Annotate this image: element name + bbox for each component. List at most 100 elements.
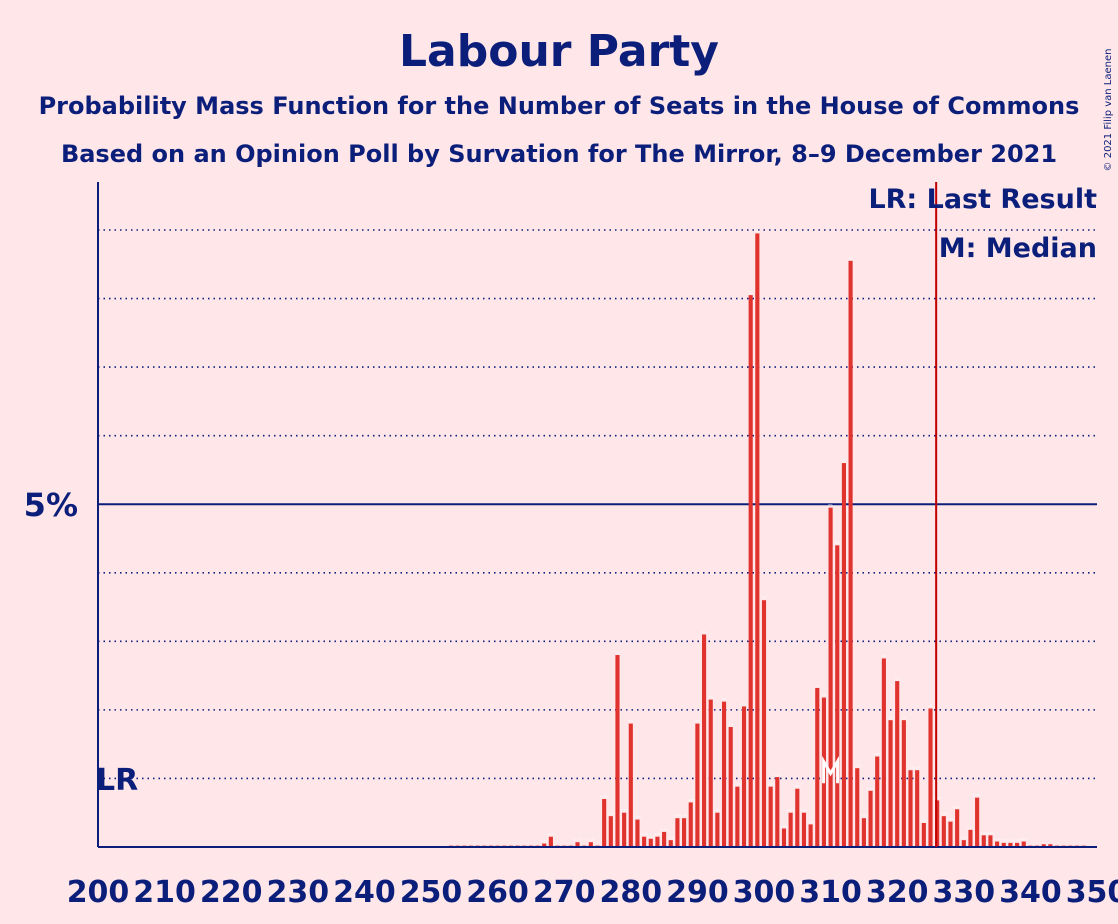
bar xyxy=(928,708,933,847)
data-label: 2% xyxy=(895,677,900,681)
x-tick-label: 220 xyxy=(200,875,263,910)
data-label: 0.3% xyxy=(807,820,815,824)
bar xyxy=(855,768,860,847)
data-label: 9% xyxy=(755,229,760,233)
data-label: 2% xyxy=(628,719,633,723)
data-label: 0.1% xyxy=(993,837,1001,841)
data-label: 0.7% xyxy=(600,795,608,799)
data-label: 0.4% xyxy=(860,814,868,818)
data-label: 0.7% xyxy=(973,793,981,797)
y-tick-label: 5% xyxy=(24,486,78,524)
bar xyxy=(848,260,853,847)
bar xyxy=(868,790,873,847)
bar xyxy=(675,818,680,847)
data-label: 0.5% xyxy=(953,805,961,809)
bar xyxy=(728,727,733,847)
bar xyxy=(662,831,667,847)
data-label: 2% xyxy=(708,695,713,699)
bar xyxy=(888,720,893,847)
data-label: 2% xyxy=(695,719,700,723)
bar xyxy=(915,770,920,847)
data-label: 0.7% xyxy=(933,796,941,800)
bar xyxy=(808,824,813,847)
bar xyxy=(655,836,660,847)
bar xyxy=(615,655,620,847)
bar xyxy=(588,842,593,847)
bar xyxy=(1015,842,1020,847)
bar xyxy=(701,634,707,847)
data-label: 2% xyxy=(728,723,733,727)
bar xyxy=(788,812,793,847)
data-label: 0.4% xyxy=(680,814,688,818)
data-label: 0.9% xyxy=(767,782,775,786)
data-label: 0.2% xyxy=(980,831,988,835)
x-tick-label: 330 xyxy=(932,875,995,910)
data-label: 4% xyxy=(762,596,767,600)
x-tick-label: 260 xyxy=(466,875,529,910)
data-label: 2% xyxy=(822,693,827,697)
data-label: 0.1% xyxy=(960,836,968,840)
data-label: 2% xyxy=(888,716,893,720)
bar xyxy=(648,838,653,847)
bar xyxy=(921,823,926,847)
data-label: 0.6% xyxy=(687,798,695,802)
data-label: 3% xyxy=(702,630,707,634)
last-result-axis-label: LR xyxy=(96,763,138,798)
bar xyxy=(608,816,613,847)
bar xyxy=(735,786,740,847)
bar xyxy=(861,818,866,847)
x-tick-label: 310 xyxy=(799,875,862,910)
data-label: 5% xyxy=(828,503,833,507)
data-label: 0.1% xyxy=(1007,838,1015,842)
bar xyxy=(881,658,886,847)
data-label: 0.5% xyxy=(800,808,808,812)
data-label: 3% xyxy=(615,651,620,655)
data-label: 2% xyxy=(742,702,747,706)
bar xyxy=(815,687,820,847)
bar xyxy=(875,756,880,847)
bar xyxy=(548,836,553,847)
data-label: 0.1% xyxy=(1013,838,1021,842)
data-label: 0.4% xyxy=(674,814,682,818)
data-label: 0.1% xyxy=(647,834,655,838)
data-label: 0.2% xyxy=(660,827,668,831)
bar xyxy=(995,841,1000,847)
data-label: 0.1% xyxy=(654,832,662,836)
chart-subtitle: Probability Mass Function for the Number… xyxy=(39,92,1080,120)
data-label: 0.1% xyxy=(667,836,675,840)
bar xyxy=(761,600,767,847)
bar xyxy=(682,818,687,847)
bar xyxy=(1008,842,1013,847)
bar xyxy=(941,816,946,847)
bar xyxy=(955,809,960,847)
x-tick-label: 270 xyxy=(533,875,596,910)
data-label: 0.1% xyxy=(547,832,555,836)
data-label: 0.5% xyxy=(620,808,628,812)
data-label: 2% xyxy=(815,683,820,687)
data-label: 0.4% xyxy=(634,815,642,819)
median-marker xyxy=(822,755,840,784)
x-tick-label: 200 xyxy=(67,875,130,910)
bar xyxy=(721,701,727,847)
bar xyxy=(901,720,906,847)
data-label: 0.1% xyxy=(640,832,648,836)
bar xyxy=(1041,844,1046,847)
y-tick-labels: 5% xyxy=(24,486,78,524)
bar xyxy=(1021,841,1026,847)
bar xyxy=(602,799,607,847)
data-label: 0.5% xyxy=(714,808,722,812)
copyright-notice: © 2021 Filip van Laenen xyxy=(1103,49,1114,172)
data-label: 1.0% xyxy=(774,773,782,777)
legend-last-result: LR: Last Result xyxy=(868,184,1097,215)
bar xyxy=(635,819,640,847)
bar xyxy=(668,840,673,847)
bar xyxy=(975,797,980,847)
bar xyxy=(715,812,720,847)
x-tick-label: 230 xyxy=(266,875,329,910)
data-labels: 0.1%0.1%0.1% 0.1%0.7%0.4%3%0.5%2%0.4%0.1%… xyxy=(540,229,1027,843)
y-gridlines xyxy=(98,229,1097,780)
data-label: 0.1% xyxy=(1000,838,1008,842)
bar xyxy=(768,786,773,847)
x-tick-label: 300 xyxy=(733,875,796,910)
data-label: 1.1% xyxy=(853,764,861,768)
